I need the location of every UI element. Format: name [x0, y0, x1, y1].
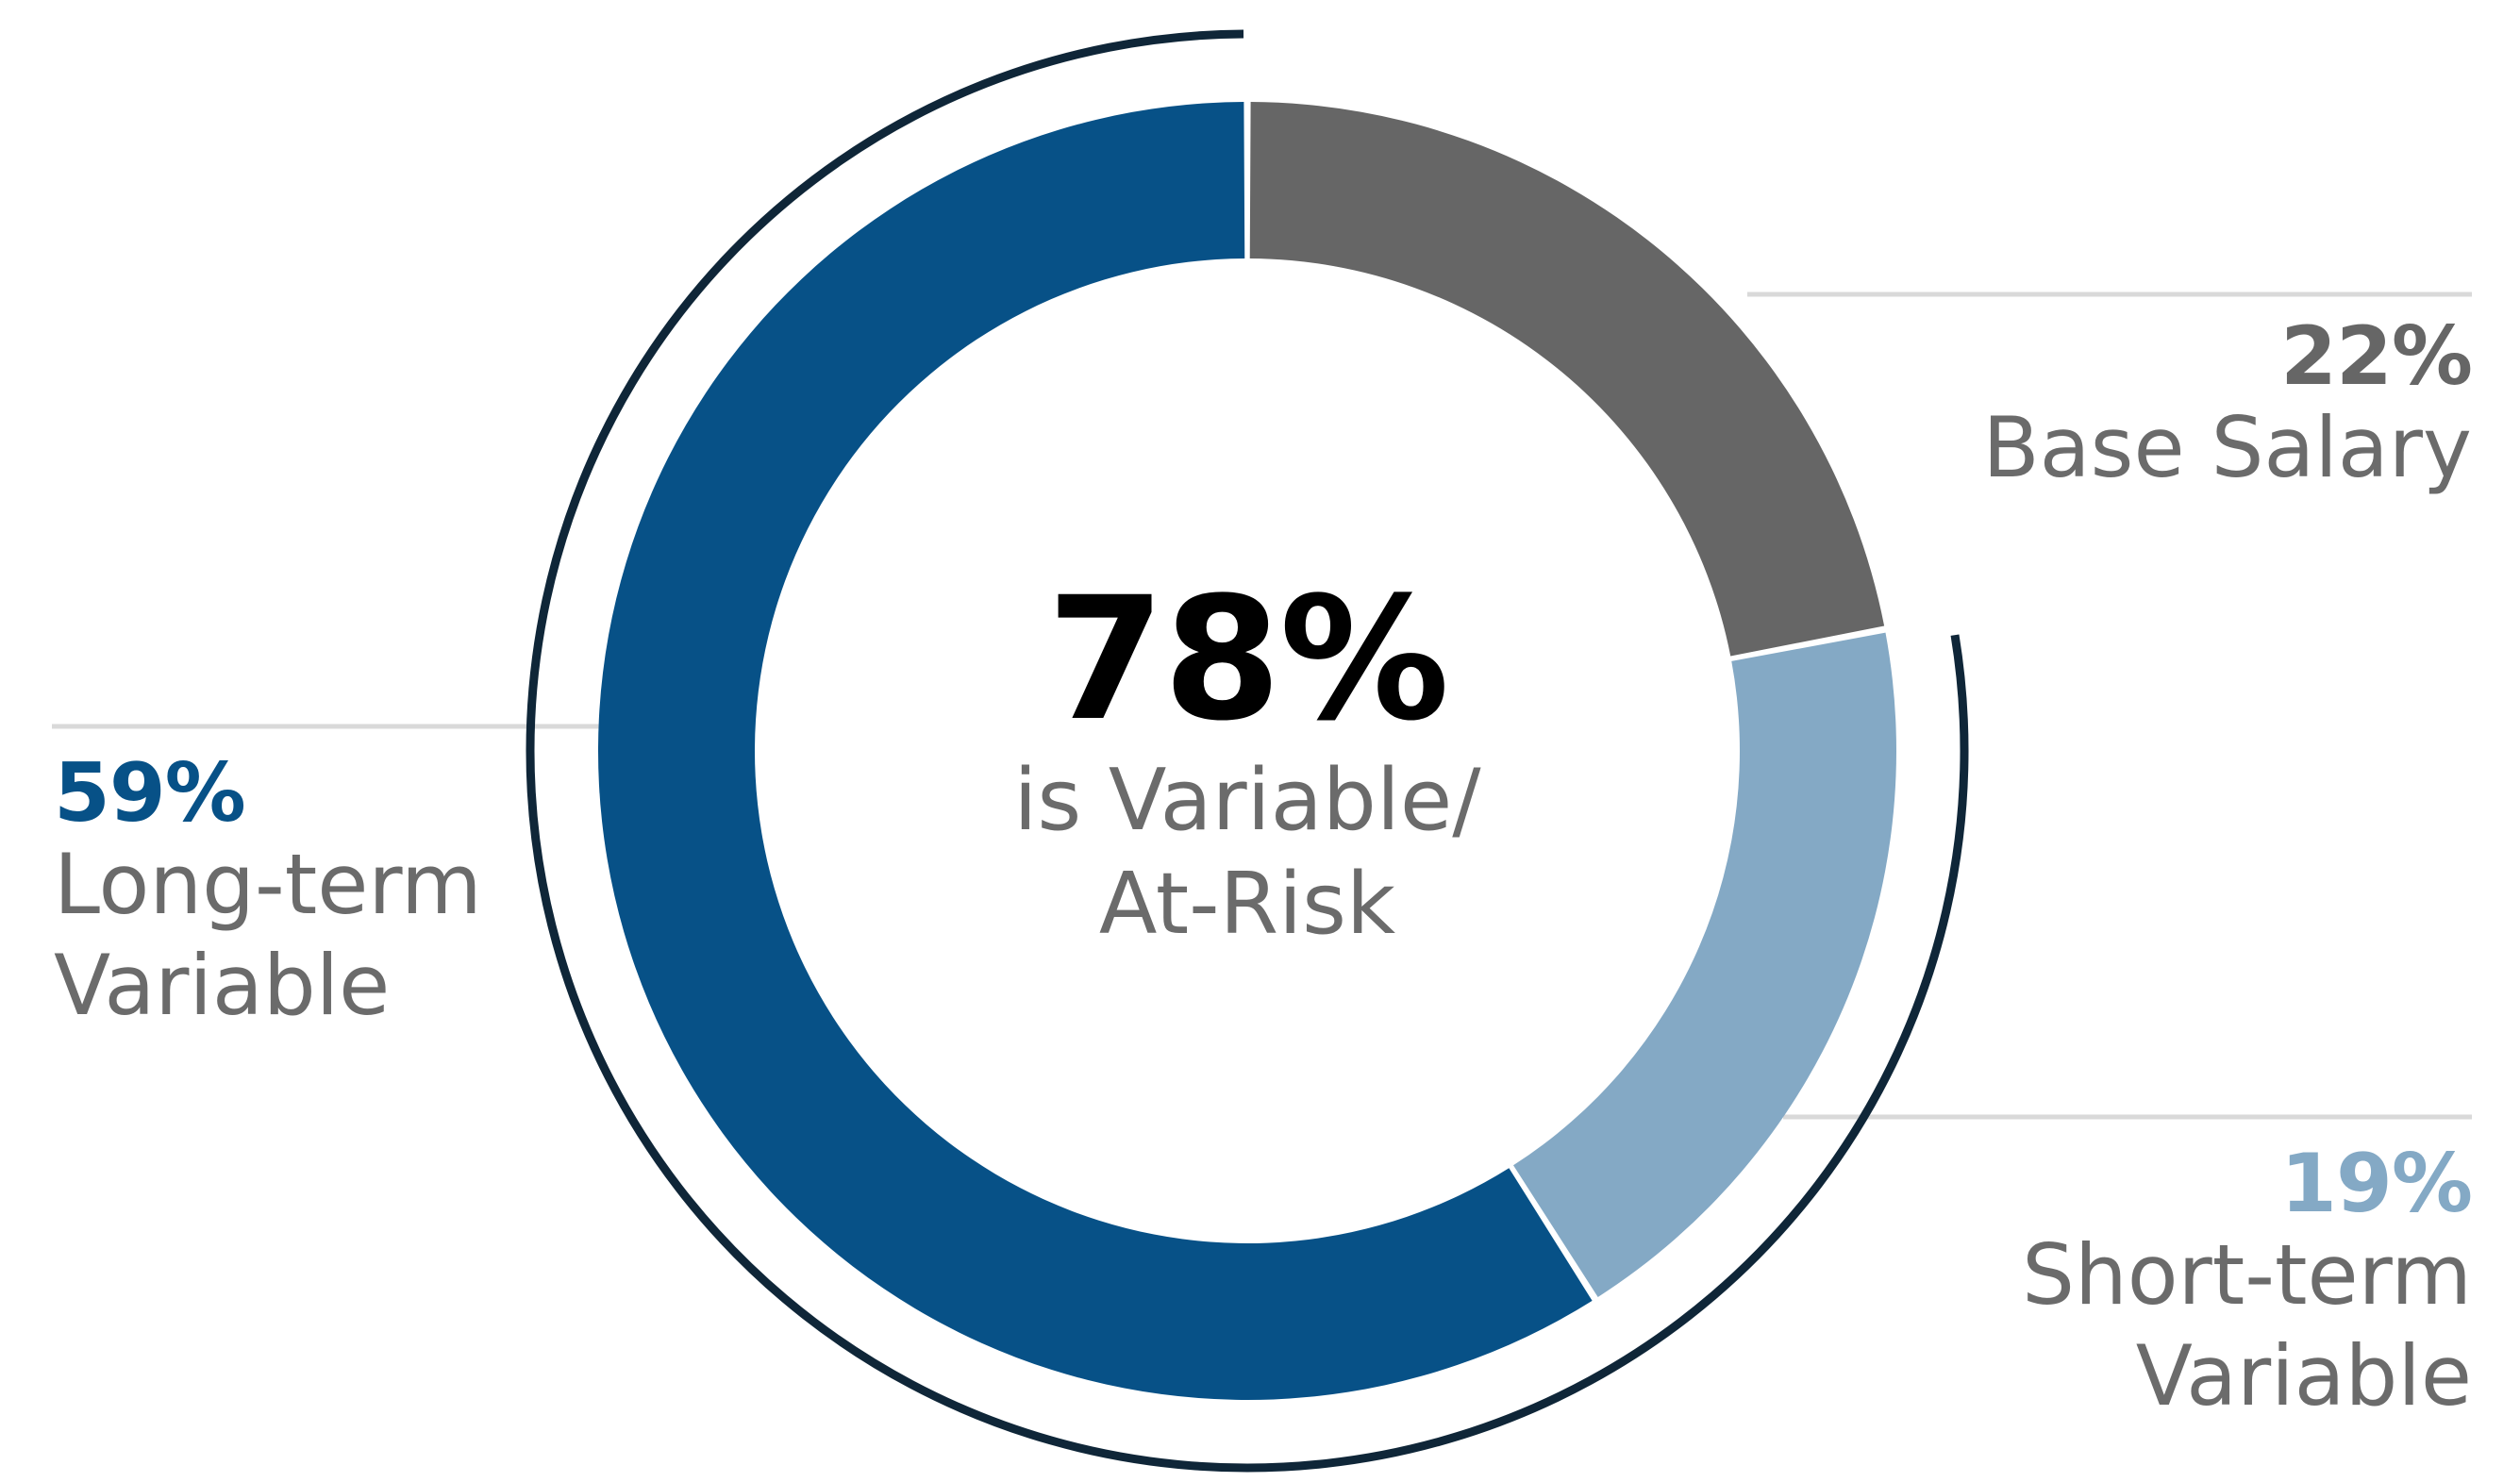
slice-base-salary [1249, 102, 1885, 657]
slice-name-long-term-line2: Variable [54, 937, 391, 1035]
center-caption-line2: At-Risk [1098, 854, 1396, 954]
slice-name-base-salary: Base Salary [1982, 399, 2472, 496]
slice-label-short-term-variable: 19% Short-term Variable [2022, 1137, 2473, 1427]
slice-label-long-term-variable: 59% Long-term Variable [54, 753, 482, 1037]
center-value: 78% [1046, 561, 1450, 758]
center-label: 78% is Variable/ At-Risk [1002, 575, 1493, 957]
slice-label-base-salary: 22% Base Salary [1982, 309, 2473, 498]
slice-name-short-term-line2: Variable [2135, 1327, 2472, 1425]
center-caption-line1: is Variable/ [1013, 751, 1481, 850]
slice-short-term-variable [1513, 632, 1896, 1297]
slice-value-base-salary: 22% [2280, 309, 2473, 404]
center-caption: is Variable/ At-Risk [1002, 749, 1493, 957]
slice-long-term-variable [598, 102, 1593, 1400]
slice-value-long-term-variable: 59% [54, 746, 246, 841]
slice-value-short-term-variable: 19% [2280, 1137, 2473, 1231]
variable-bracket-arc [526, 29, 1969, 1473]
slice-name-short-term-line1: Short-term [2022, 1226, 2472, 1324]
slice-name-long-term-line1: Long-term [54, 836, 482, 933]
